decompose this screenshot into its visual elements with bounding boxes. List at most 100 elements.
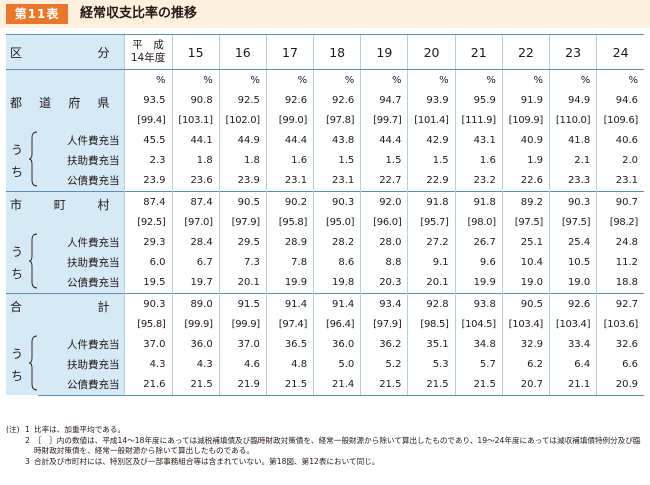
unit-value: % xyxy=(123,69,173,90)
sub-value: 23.1 xyxy=(313,170,361,192)
sub-value: 1.5 xyxy=(313,150,361,171)
sub-value: 19.0 xyxy=(549,272,597,294)
sub-value: 33.4 xyxy=(549,334,597,355)
bracket-value: [97.9] xyxy=(218,212,267,232)
brace-icon xyxy=(28,131,38,187)
main-value: 90.3 xyxy=(549,191,597,212)
sub-value: 45.5 xyxy=(123,130,173,151)
sub-value: 21.5 xyxy=(265,374,314,396)
sub-value: 5.3 xyxy=(407,354,456,375)
bracket-value: [103.1] xyxy=(171,110,220,130)
bracket-value: [110.0] xyxy=(549,110,597,130)
table-header-bar: 第11表 経常収支比率の推移 xyxy=(0,0,650,28)
footnote-text: 合計及び市町村には、特別区及び一部事務組合等は含まれていない。第18図、第12表… xyxy=(34,456,380,466)
sub-value: 21.5 xyxy=(407,374,456,396)
uchi-char: う xyxy=(10,142,23,157)
sub-value: 23.9 xyxy=(123,170,173,192)
year-header: 16 xyxy=(218,34,267,70)
bracket-value: [92.5] xyxy=(123,212,173,232)
sub-value: 40.9 xyxy=(501,130,550,151)
main-value: 90.7 xyxy=(596,191,644,212)
sub-value: 5.0 xyxy=(313,354,361,375)
unit-value: % xyxy=(171,69,220,90)
main-value: 93.4 xyxy=(360,293,408,314)
sub-value: 8.6 xyxy=(313,252,361,273)
sub-label: 人件費充当 xyxy=(38,232,125,253)
sub-row: うち人件費充当 37.0 36.0 37.0 36.5 36.0 36.2 35.1 34.8 3… xyxy=(6,334,644,395)
sub-value: 20.3 xyxy=(360,272,408,294)
sub-value: 19.5 xyxy=(123,272,173,294)
uchi-char: う xyxy=(10,346,23,361)
main-value: 91.8 xyxy=(407,191,456,212)
main-value: 93.5 xyxy=(123,90,173,110)
sub-value: 5.2 xyxy=(360,354,408,375)
sub-label: 公債費充当 xyxy=(38,170,125,192)
sub-value: 32.6 xyxy=(596,334,644,355)
main-value: 91.4 xyxy=(265,293,314,314)
sub-value: 10.4 xyxy=(501,252,550,273)
bracket-value: [97.9] xyxy=(360,314,408,334)
sub-value: 21.5 xyxy=(454,374,503,396)
sub-value: 43.1 xyxy=(454,130,503,151)
main-value: 94.9 xyxy=(549,90,597,110)
main-value: 90.3 xyxy=(123,293,173,314)
group-name-char: 府 xyxy=(68,96,81,110)
bracket-value: [103.4] xyxy=(501,314,550,334)
sub-value: 6.0 xyxy=(123,252,173,273)
sub-value: 23.1 xyxy=(265,170,314,192)
sub-value: 25.1 xyxy=(501,232,550,253)
sub-value: 2.3 xyxy=(123,150,173,171)
main-value: 89.0 xyxy=(171,293,220,314)
year-header: 24 xyxy=(596,34,644,70)
sub-value: 23.3 xyxy=(549,170,597,192)
main-value: 91.4 xyxy=(313,293,361,314)
main-value: 92.8 xyxy=(407,293,456,314)
sub-value: 35.1 xyxy=(407,334,456,355)
sub-value: 42.9 xyxy=(407,130,456,151)
sub-value: 22.9 xyxy=(407,170,456,192)
sub-value: 21.6 xyxy=(123,374,173,396)
unit-value: % xyxy=(454,69,503,90)
bracket-value: [104.5] xyxy=(454,314,503,334)
sub-row: 公債費充当 19.5 19.7 20.1 19.9 19.8 20.3 20.1 19.9 19.… xyxy=(6,272,644,294)
sub-value: 5.7 xyxy=(454,354,503,375)
sub-value: 25.4 xyxy=(549,232,597,253)
sub-value: 4.8 xyxy=(265,354,314,375)
main-value: 90.5 xyxy=(218,191,267,212)
row-header-cell: 区 分 xyxy=(6,34,125,70)
sub-value: 28.0 xyxy=(360,232,408,253)
bracket-value: [111.9] xyxy=(454,110,503,130)
group-row: 市町村 87.4 87.4 90.5 90.2 90.3 92.0 91.8 91.8 89.2 9… xyxy=(6,191,644,232)
bracket-value: [98.2] xyxy=(596,212,644,232)
sub-value: 4.3 xyxy=(171,354,220,375)
group-row: 都 道 府 県%%%%%%%%%%% xyxy=(6,69,644,130)
sub-value: 21.9 xyxy=(218,374,267,396)
sub-value: 36.0 xyxy=(313,334,361,355)
bracket-value: [97.5] xyxy=(501,212,550,232)
main-value: 92.5 xyxy=(218,90,267,110)
group-name-char: 市 xyxy=(10,198,23,212)
sub-value: 10.5 xyxy=(549,252,597,273)
year-header: 17 xyxy=(265,34,314,70)
sub-value: 27.2 xyxy=(407,232,456,253)
main-value: 90.2 xyxy=(265,191,314,212)
group-name-cell: 合計 xyxy=(6,293,125,334)
sub-row: 扶助費充当 2.3 1.8 1.8 1.6 1.5 1.5 1.5 1.6 1.9 2.1 2.0 xyxy=(6,150,644,171)
sub-value: 23.9 xyxy=(218,170,267,192)
sub-value: 19.8 xyxy=(313,272,361,294)
footnote: 3 合計及び市町村には、特別区及び一部事務組合等は含まれていない。第18図、第12… xyxy=(6,457,646,468)
bracket-value: [103.6] xyxy=(596,314,644,334)
group-name-cell: 市町村 xyxy=(6,191,125,232)
sub-row: うち人件費充当 45.5 44.1 44.9 44.4 43.8 44.4 42.9 43.1 4… xyxy=(6,130,644,192)
unit-value: % xyxy=(313,69,361,90)
bracket-value: [98.0] xyxy=(454,212,503,232)
brace-icon xyxy=(28,233,38,289)
group-name-char: 計 xyxy=(97,300,110,314)
sub-value: 7.8 xyxy=(265,252,314,273)
brace-cell xyxy=(28,130,38,192)
bracket-value: [96.0] xyxy=(360,212,408,232)
sub-value: 1.5 xyxy=(360,150,408,171)
sub-value: 37.0 xyxy=(218,334,267,355)
sub-label: 公債費充当 xyxy=(38,272,125,294)
sub-label: 人件費充当 xyxy=(38,130,125,151)
